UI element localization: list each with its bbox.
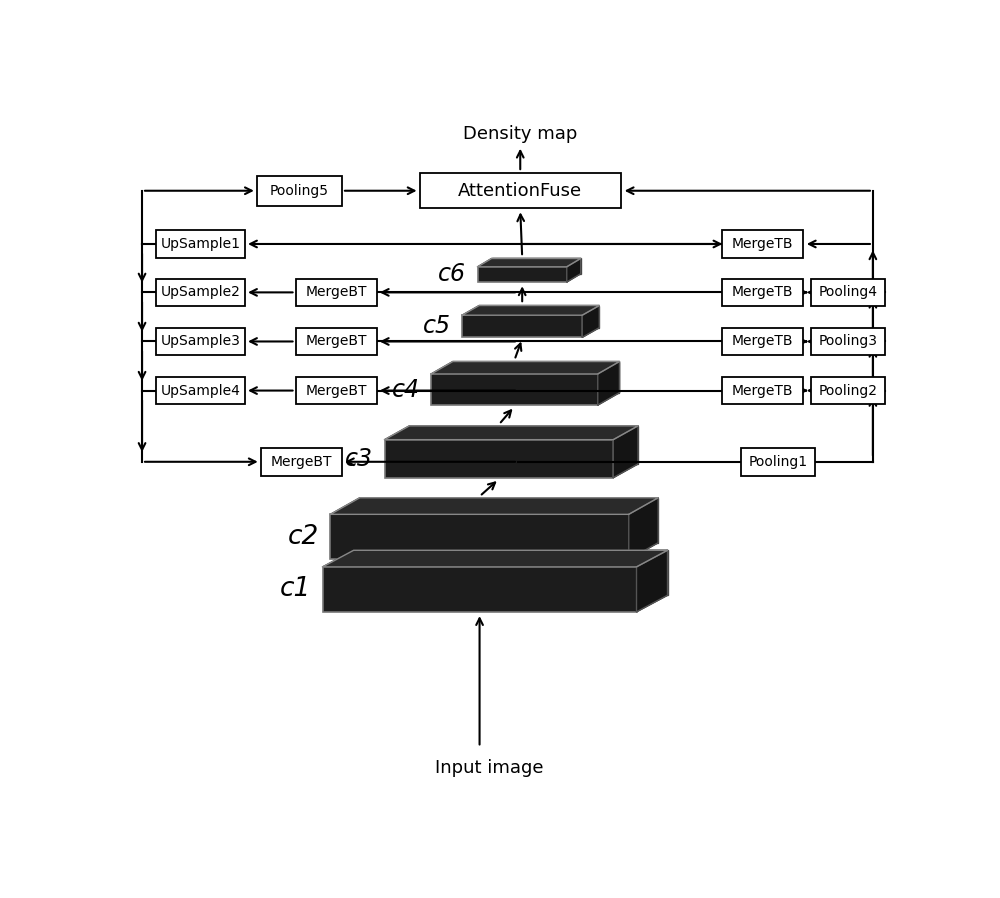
Bar <box>156 230 245 258</box>
Polygon shape <box>462 305 599 315</box>
Bar <box>156 278 245 306</box>
Text: Pooling4: Pooling4 <box>818 286 877 299</box>
Text: c6: c6 <box>438 262 466 286</box>
Text: Pooling2: Pooling2 <box>818 383 877 398</box>
Bar <box>323 567 637 612</box>
Polygon shape <box>385 426 638 440</box>
Bar <box>462 315 582 338</box>
Bar <box>492 259 581 274</box>
Bar <box>811 377 885 404</box>
Text: MergeBT: MergeBT <box>305 286 367 299</box>
Text: c5: c5 <box>422 314 450 339</box>
Bar <box>156 377 245 404</box>
Bar <box>722 230 803 258</box>
Polygon shape <box>582 305 599 338</box>
Text: MergeBT: MergeBT <box>305 334 367 348</box>
Text: MergeTB: MergeTB <box>732 237 793 251</box>
Text: MergeBT: MergeBT <box>305 383 367 398</box>
Text: c4: c4 <box>392 377 420 401</box>
Text: MergeTB: MergeTB <box>732 383 793 398</box>
Bar <box>811 328 885 356</box>
Bar <box>296 328 377 356</box>
Bar <box>453 362 619 392</box>
Bar <box>409 426 638 464</box>
Text: c1: c1 <box>280 577 311 603</box>
Text: UpSample1: UpSample1 <box>161 237 241 251</box>
Polygon shape <box>567 259 581 282</box>
Polygon shape <box>637 550 668 612</box>
Bar <box>296 377 377 404</box>
Text: Density map: Density map <box>463 125 577 143</box>
Polygon shape <box>629 497 658 559</box>
Text: c2: c2 <box>288 524 319 550</box>
Polygon shape <box>330 497 658 515</box>
Text: MergeTB: MergeTB <box>732 334 793 348</box>
Bar <box>330 515 629 559</box>
Polygon shape <box>431 362 619 374</box>
Text: Input image: Input image <box>435 759 544 777</box>
Text: Pooling5: Pooling5 <box>270 184 329 198</box>
Polygon shape <box>598 362 619 405</box>
Text: MergeTB: MergeTB <box>732 286 793 299</box>
Bar <box>261 448 342 476</box>
Text: AttentionFuse: AttentionFuse <box>458 181 582 199</box>
Bar <box>431 374 598 405</box>
Bar <box>354 550 668 595</box>
Text: UpSample2: UpSample2 <box>161 286 240 299</box>
Bar <box>156 328 245 356</box>
Bar <box>296 278 377 306</box>
Bar <box>722 377 803 404</box>
Polygon shape <box>323 550 668 567</box>
Polygon shape <box>613 426 638 478</box>
Bar <box>722 278 803 306</box>
Bar <box>478 267 567 282</box>
Bar <box>811 278 885 306</box>
Bar <box>741 448 815 476</box>
Bar <box>722 328 803 356</box>
Text: c3: c3 <box>345 446 373 471</box>
Bar <box>479 305 599 328</box>
Text: Pooling3: Pooling3 <box>818 334 877 348</box>
Text: UpSample4: UpSample4 <box>161 383 240 398</box>
Bar <box>420 173 621 208</box>
Bar <box>385 440 613 478</box>
Text: UpSample3: UpSample3 <box>161 334 240 348</box>
Polygon shape <box>478 259 581 267</box>
Text: Pooling1: Pooling1 <box>748 454 808 469</box>
Text: MergeBT: MergeBT <box>271 454 332 469</box>
Bar <box>360 497 658 542</box>
Bar <box>257 175 342 206</box>
